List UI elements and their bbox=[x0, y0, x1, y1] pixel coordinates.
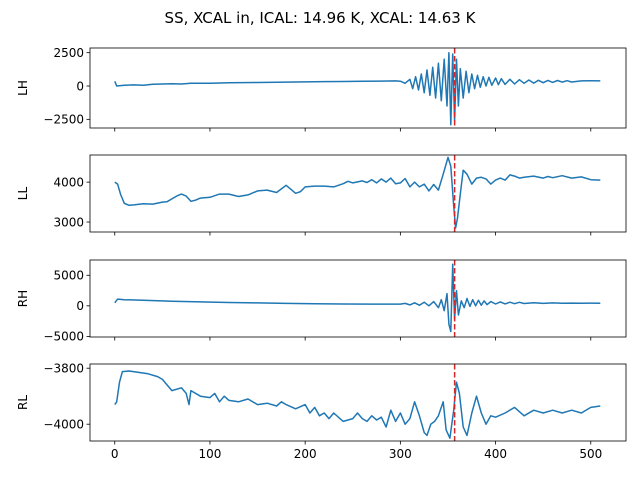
y-tick-label-rh: 0 bbox=[76, 299, 84, 313]
axes-frame-lh bbox=[89, 47, 627, 129]
y-tick-label-rl: −3800 bbox=[43, 362, 84, 376]
y-tick-label-ll: 3000 bbox=[53, 215, 84, 229]
axes-frame-ll bbox=[89, 154, 627, 233]
x-tick-label: 0 bbox=[111, 447, 119, 461]
y-tick-label-lh: 0 bbox=[76, 79, 84, 93]
y-tick-label-ll: 4000 bbox=[53, 175, 84, 189]
y-tick-label-rh: −5000 bbox=[43, 330, 84, 344]
y-axis-label-rh: RH bbox=[16, 290, 30, 307]
series-line-rl bbox=[114, 370, 601, 439]
series-line-ll bbox=[114, 156, 601, 229]
figure-title: SS, XCAL in, ICAL: 14.96 K, XCAL: 14.63 … bbox=[165, 9, 477, 27]
subplots: 25000−2500LH40003000LL50000−5000RH−3800−… bbox=[16, 46, 627, 461]
y-axis-label-rl: RL bbox=[16, 395, 30, 410]
axes-frame-rh bbox=[89, 259, 627, 338]
y-tick-label-lh: −2500 bbox=[43, 113, 84, 127]
x-tick-label: 300 bbox=[389, 447, 412, 461]
y-tick-label-rh: 5000 bbox=[53, 269, 84, 283]
axes-frame-rl bbox=[89, 363, 627, 442]
subplot-ll: 4000 3000 LL bbox=[16, 154, 627, 236]
y-tick-label-rl: −4000 bbox=[43, 418, 84, 432]
y-axis-label-lh: LH bbox=[16, 80, 30, 96]
series-line-lh bbox=[114, 51, 601, 126]
y-tick-label-lh: 2500 bbox=[53, 46, 84, 60]
x-tick-label: 500 bbox=[579, 447, 602, 461]
series-line-rh bbox=[114, 263, 601, 333]
subplot-rl: −3800 −4000 RL 0 100 200 300 400 500 bbox=[16, 362, 627, 461]
x-tick-label: 100 bbox=[199, 447, 222, 461]
subplot-lh: 2500 0 −2500 LH bbox=[16, 46, 627, 132]
x-tick-label: 400 bbox=[484, 447, 507, 461]
subplot-rh: 5000 0 −5000 RH bbox=[16, 259, 627, 344]
y-axis-label-ll: LL bbox=[16, 187, 30, 201]
x-tick-label: 200 bbox=[294, 447, 317, 461]
